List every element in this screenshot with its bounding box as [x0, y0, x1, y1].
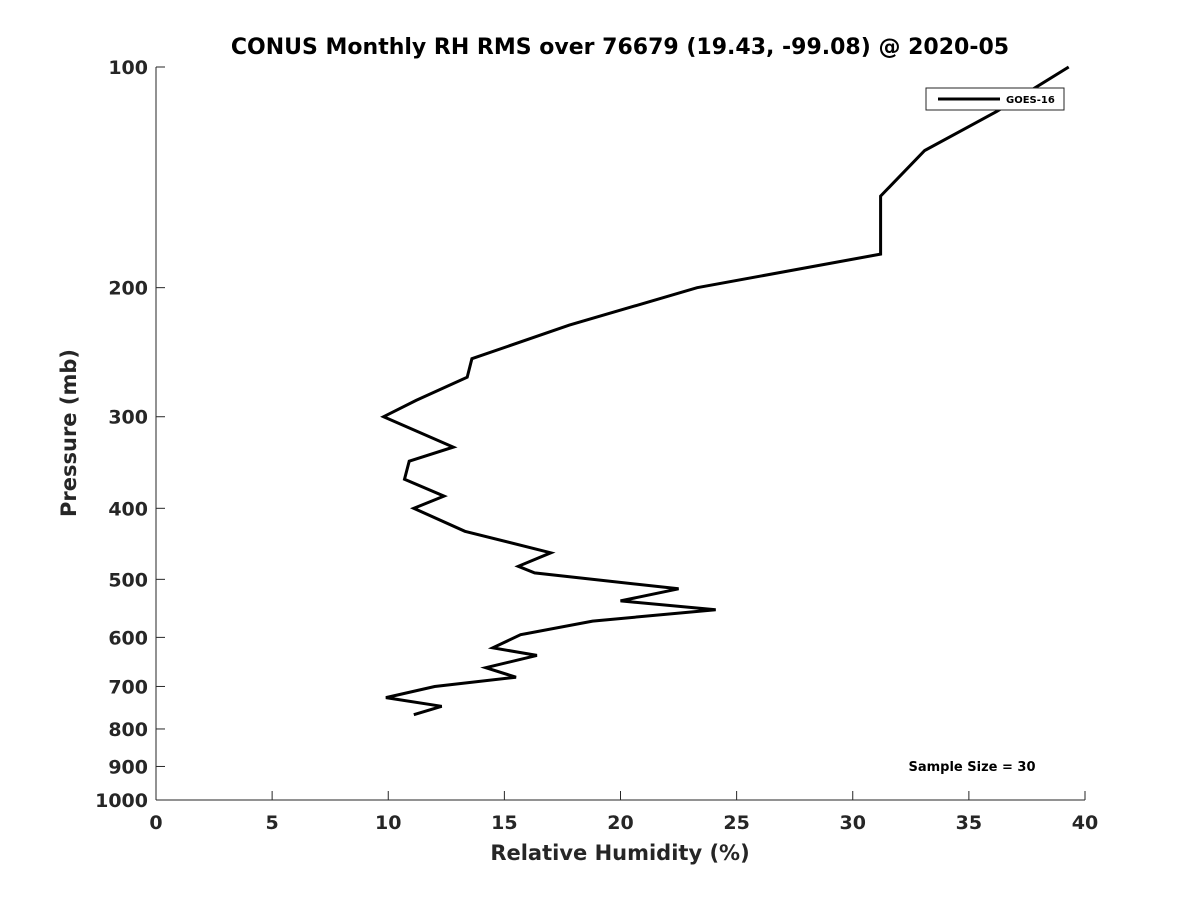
x-tick-label: 35: [956, 812, 982, 834]
x-tick-label: 30: [840, 812, 866, 834]
y-ticks: 100 200 300 400 500 600 700 800 900 1000: [95, 57, 165, 812]
series-line-goes-16: [380, 65, 1070, 717]
x-tick-label: 40: [1072, 812, 1098, 834]
x-tick-label: 15: [491, 812, 517, 834]
chart-title: CONUS Monthly RH RMS over 76679 (19.43, …: [231, 35, 1009, 60]
y-tick-label: 100: [108, 57, 148, 79]
x-tick-label: 25: [723, 812, 749, 834]
series-group: [380, 65, 1070, 717]
y-tick-label: 700: [108, 676, 148, 698]
y-tick-label: 500: [108, 569, 148, 591]
x-ticks: 0 5 10 15 20 25 30 35 40: [149, 791, 1098, 834]
y-tick-label: 600: [108, 627, 148, 649]
x-tick-label: 20: [607, 812, 633, 834]
y-tick-label: 400: [108, 498, 148, 520]
sample-size-annotation: Sample Size = 30: [908, 760, 1035, 775]
legend-label: GOES-16: [1006, 95, 1055, 106]
y-tick-label: 1000: [95, 790, 148, 812]
y-tick-label: 200: [108, 278, 148, 300]
y-tick-label: 800: [108, 719, 148, 741]
y-tick-label: 300: [108, 407, 148, 429]
x-axis-label: Relative Humidity (%): [490, 841, 749, 865]
x-tick-label: 10: [375, 812, 401, 834]
x-tick-label: 0: [149, 812, 162, 834]
y-axis-label: Pressure (mb): [57, 349, 81, 517]
legend: GOES-16: [925, 87, 1065, 111]
y-tick-label: 900: [108, 756, 148, 778]
x-tick-label: 5: [266, 812, 279, 834]
